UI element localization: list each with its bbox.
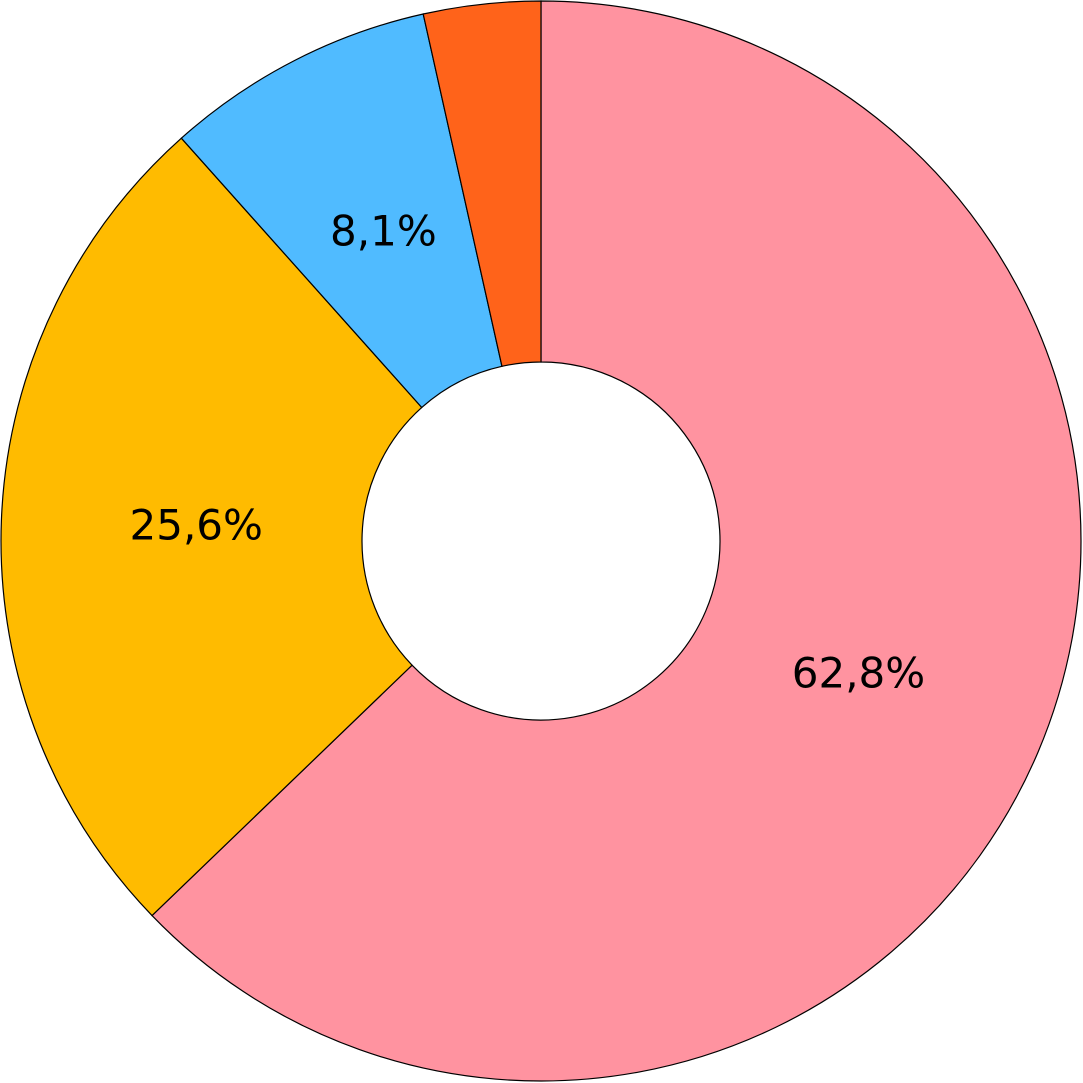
donut-slice [180, 13, 503, 409]
slice-label: 25,6% [130, 500, 263, 549]
donut-slice [0, 137, 423, 917]
slice-label: 62,8% [792, 649, 925, 698]
donut-slice [422, 0, 542, 368]
slice-label: 8,1% [330, 207, 437, 256]
donut-slice [151, 0, 1082, 1082]
